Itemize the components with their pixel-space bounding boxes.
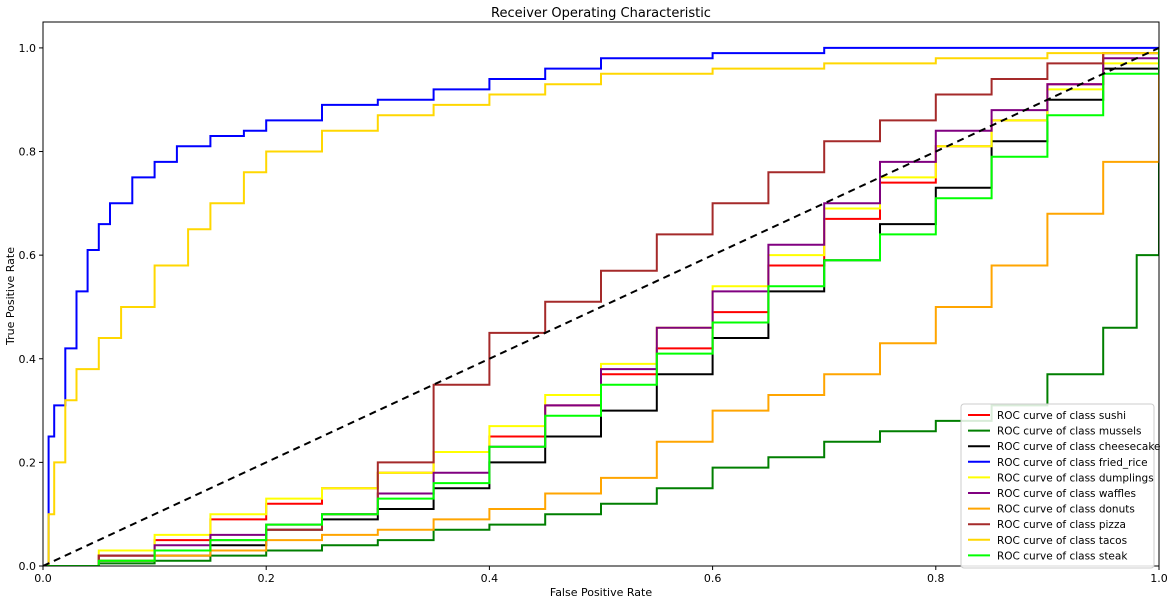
x-tick-label: 0.6 — [704, 572, 722, 585]
chart-title: Receiver Operating Characteristic — [491, 6, 711, 21]
axes: 0.0 0.2 0.4 0.6 0.8 1.0 0.0 0.2 0.4 0.6 0.8 1.0 — [19, 42, 1168, 585]
y-tick-label: 0.4 — [19, 353, 37, 366]
x-tick-label: 0.8 — [927, 572, 945, 585]
legend-label: ROC curve of class cheesecake — [997, 441, 1161, 453]
x-tick-label: 0.0 — [34, 572, 52, 585]
roc-series-line-8 — [43, 47, 1159, 566]
chance-diagonal-line — [43, 46, 1159, 566]
roc-series-line-5 — [43, 47, 1159, 566]
series-group — [43, 46, 1159, 566]
legend-label: ROC curve of class waffles — [997, 488, 1136, 500]
legend-label: ROC curve of class mussels — [997, 426, 1142, 438]
legend-label: ROC curve of class steak — [997, 550, 1128, 562]
legend-label: ROC curve of class pizza — [997, 519, 1126, 531]
x-tick-label: 1.0 — [1150, 572, 1168, 585]
plot-frame — [42, 21, 1160, 567]
y-tick-label: 0.8 — [19, 146, 37, 159]
legend-box — [960, 403, 1155, 569]
roc-series-line-9 — [43, 47, 1159, 566]
y-axis-title: True Positive Rate — [4, 247, 17, 346]
y-tick-label: 0.6 — [19, 249, 37, 262]
roc-series-line-6 — [43, 47, 1159, 566]
legend-label: ROC curve of class fried_rice — [997, 457, 1148, 469]
y-tick-label: 0.2 — [19, 456, 37, 469]
roc-series-line-4 — [43, 47, 1159, 566]
legend-label: ROC curve of class dumplings — [997, 472, 1154, 484]
x-tick-label: 0.2 — [257, 572, 275, 585]
legend-label: ROC curve of class donuts — [997, 504, 1135, 516]
y-tick-label: 0.0 — [19, 560, 37, 573]
plot-area — [43, 46, 1159, 566]
x-tick-label: 0.4 — [481, 572, 499, 585]
legend: ROC curve of class sushi ROC curve of cla… — [960, 403, 1161, 569]
legend-label: ROC curve of class sushi — [997, 410, 1126, 422]
x-axis-title: False Positive Rate — [550, 586, 652, 599]
y-tick-label: 1.0 — [19, 42, 37, 55]
roc-series-line-3 — [43, 46, 1159, 566]
legend-label: ROC curve of class tacos — [997, 535, 1127, 547]
